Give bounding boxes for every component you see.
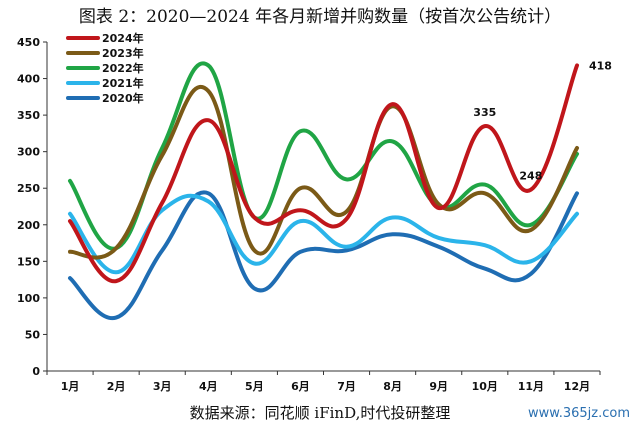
- y-tick-label: 0: [32, 365, 40, 378]
- x-tick-label: 5月: [245, 380, 264, 393]
- x-tick-label: 4月: [199, 380, 218, 393]
- x-tick-label: 3月: [153, 380, 172, 393]
- series-lines: [68, 61, 579, 320]
- series-line-2024年: [68, 63, 579, 284]
- legend-label: 2021年: [102, 76, 144, 90]
- series-line-2022年: [68, 61, 579, 251]
- data-label: 418: [589, 59, 612, 72]
- chart-title: 图表 2：2020—2024 年各月新增并购数量（按首次公告统计）: [78, 7, 562, 27]
- y-tick-label: 300: [17, 146, 40, 159]
- source-note: 数据来源：同花顺 iFinD,时代投研整理: [189, 404, 451, 422]
- y-tick-label: 150: [17, 255, 40, 268]
- x-tick-label: 11月: [518, 380, 544, 393]
- series-line-2023年: [68, 85, 579, 260]
- series-line-2020年: [68, 190, 579, 320]
- watermark: www.365jz.com: [528, 406, 630, 421]
- x-tick-label: 9月: [429, 380, 448, 393]
- legend-label: 2020年: [102, 91, 144, 105]
- y-tick-label: 400: [17, 73, 40, 86]
- x-tick-label: 6月: [291, 380, 310, 393]
- x-tick-label: 10月: [472, 380, 498, 393]
- legend-label: 2024年: [102, 31, 144, 45]
- data-labels: 335 248 418: [473, 59, 612, 182]
- x-tick-label: 7月: [337, 380, 356, 393]
- y-tick-label: 350: [17, 109, 40, 122]
- y-tick-label: 100: [17, 292, 40, 305]
- legend-label: 2023年: [102, 46, 144, 60]
- x-tick-label: 12月: [564, 380, 590, 393]
- data-label: 248: [519, 170, 542, 183]
- x-tick-label: 1月: [61, 380, 80, 393]
- legend-label: 2022年: [102, 61, 144, 75]
- y-tick-label: 450: [17, 36, 40, 49]
- y-tick-label: 200: [17, 219, 40, 232]
- x-tick-label: 8月: [383, 380, 402, 393]
- y-tick-label: 250: [17, 182, 40, 195]
- data-label: 335: [473, 106, 496, 119]
- x-tick-label: 2月: [107, 380, 126, 393]
- axes: 0 50 100 150 200 250 300 350 400 450 1月 2月 3月 4月 5月 6月 7…: [17, 36, 601, 393]
- y-tick-label: 50: [25, 328, 41, 341]
